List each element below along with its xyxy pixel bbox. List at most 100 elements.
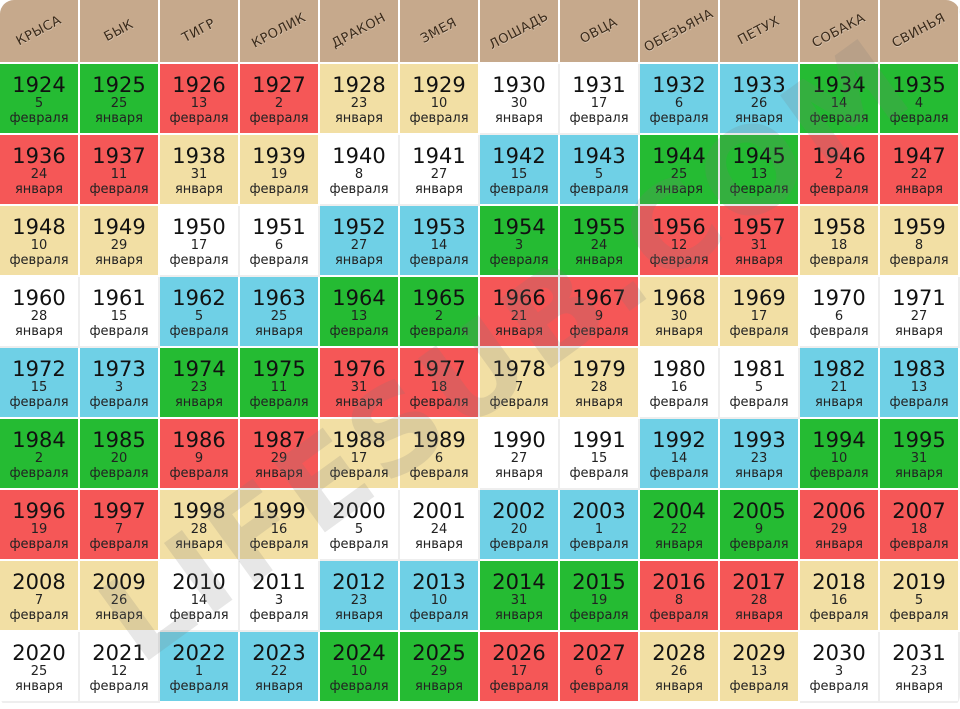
- start-month: февраля: [809, 679, 869, 694]
- year-cell: 2002 20 февраля: [480, 490, 560, 561]
- year-value: 2014: [492, 570, 546, 594]
- year-value: 1924: [12, 73, 66, 97]
- start-day: 2: [834, 167, 844, 182]
- start-day: 25: [30, 664, 48, 679]
- start-month: февраля: [409, 253, 469, 268]
- start-month: февраля: [569, 537, 629, 552]
- year-value: 1977: [412, 357, 466, 381]
- year-cell: 1927 2 февраля: [240, 64, 320, 135]
- year-cell: 1967 9 февраля: [560, 277, 640, 348]
- year-value: 1971: [892, 286, 946, 310]
- year-cell: 1985 20 февраля: [80, 419, 160, 490]
- start-month: февраля: [249, 111, 309, 126]
- year-cell: 1944 25 января: [640, 135, 720, 206]
- year-value: 1970: [812, 286, 866, 310]
- start-month: февраля: [489, 182, 549, 197]
- year-value: 1992: [652, 428, 706, 452]
- year-cell: 1971 27 января: [880, 277, 960, 348]
- year-value: 1984: [12, 428, 66, 452]
- start-month: февраля: [329, 466, 389, 481]
- start-day: 3: [274, 593, 284, 608]
- start-month: февраля: [9, 395, 69, 410]
- start-month: января: [14, 324, 64, 339]
- start-day: 27: [510, 451, 528, 466]
- year-value: 2004: [652, 499, 706, 523]
- start-day: 16: [270, 522, 288, 537]
- year-value: 1976: [332, 357, 386, 381]
- start-month: января: [894, 324, 944, 339]
- start-month: февраля: [889, 253, 949, 268]
- year-cell: 1974 23 января: [160, 348, 240, 419]
- start-day: 24: [430, 522, 448, 537]
- start-month: февраля: [809, 111, 869, 126]
- start-day: 5: [354, 522, 364, 537]
- year-cell: 1998 28 января: [160, 490, 240, 561]
- start-day: 2: [434, 309, 444, 324]
- start-day: 5: [914, 593, 924, 608]
- start-month: февраля: [649, 253, 709, 268]
- column-header: БЫК: [80, 0, 160, 64]
- year-value: 1939: [252, 144, 306, 168]
- year-value: 1978: [492, 357, 546, 381]
- start-day: 2: [274, 96, 284, 111]
- start-day: 26: [750, 96, 768, 111]
- column-header-label: ТИГР: [179, 16, 219, 46]
- year-value: 2008: [12, 570, 66, 594]
- year-value: 2013: [412, 570, 466, 594]
- start-month: января: [654, 537, 704, 552]
- column-header-label: СВИНЬЯ: [889, 10, 949, 52]
- year-value: 1941: [412, 144, 466, 168]
- year-cell: 1924 5 февраля: [0, 64, 80, 135]
- column-header-label: ОВЦА: [577, 14, 621, 48]
- start-day: 16: [670, 380, 688, 395]
- start-day: 31: [910, 451, 928, 466]
- year-value: 1927: [252, 73, 306, 97]
- year-cell: 1950 17 февраля: [160, 206, 240, 277]
- start-day: 10: [430, 593, 448, 608]
- year-cell: 1977 18 февраля: [400, 348, 480, 419]
- year-value: 1958: [812, 215, 866, 239]
- year-cell: 1952 27 января: [320, 206, 400, 277]
- start-month: февраля: [569, 608, 629, 623]
- year-value: 1942: [492, 144, 546, 168]
- year-value: 1995: [892, 428, 946, 452]
- year-cell: 1981 5 февраля: [720, 348, 800, 419]
- start-day: 7: [514, 380, 524, 395]
- year-value: 1955: [572, 215, 626, 239]
- start-day: 13: [350, 309, 368, 324]
- start-day: 17: [590, 96, 608, 111]
- year-cell: 2013 10 февраля: [400, 561, 480, 632]
- start-month: января: [494, 466, 544, 481]
- year-value: 2020: [12, 641, 66, 665]
- start-day: 30: [670, 309, 688, 324]
- start-month: февраля: [89, 679, 149, 694]
- year-value: 2009: [92, 570, 146, 594]
- year-cell: 1966 21 января: [480, 277, 560, 348]
- year-value: 1936: [12, 144, 66, 168]
- start-month: февраля: [329, 537, 389, 552]
- year-cell: 1954 3 февраля: [480, 206, 560, 277]
- start-day: 23: [350, 96, 368, 111]
- year-cell: 1946 2 февраля: [800, 135, 880, 206]
- column-header: ТИГР: [160, 0, 240, 64]
- year-value: 1990: [492, 428, 546, 452]
- year-cell: 1943 5 февраля: [560, 135, 640, 206]
- year-cell: 1961 15 февраля: [80, 277, 160, 348]
- year-value: 1946: [812, 144, 866, 168]
- year-cell: 1987 29 января: [240, 419, 320, 490]
- column-header: ОВЦА: [560, 0, 640, 64]
- start-day: 23: [190, 380, 208, 395]
- year-value: 1933: [732, 73, 786, 97]
- start-month: февраля: [409, 395, 469, 410]
- start-month: января: [174, 395, 224, 410]
- start-month: февраля: [89, 395, 149, 410]
- year-value: 2021: [92, 641, 146, 665]
- year-cell: 2006 29 января: [800, 490, 880, 561]
- start-month: февраля: [729, 324, 789, 339]
- year-cell: 1949 29 января: [80, 206, 160, 277]
- year-value: 1991: [572, 428, 626, 452]
- start-day: 28: [30, 309, 48, 324]
- column-header-label: СОБАКА: [809, 10, 869, 52]
